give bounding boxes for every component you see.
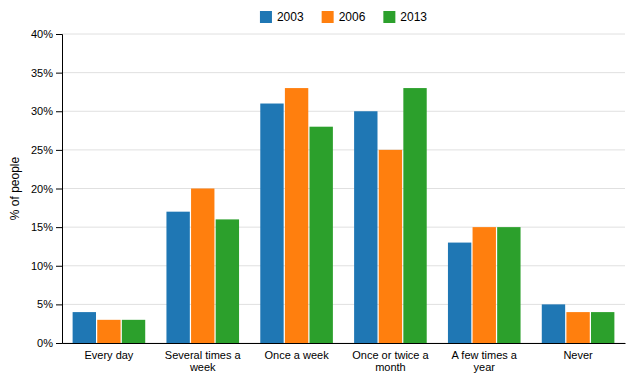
x-tick: Every day xyxy=(84,349,133,361)
legend-swatch xyxy=(260,11,272,23)
y-tick: 30% xyxy=(31,105,62,117)
bar xyxy=(566,312,589,343)
y-tick-mark xyxy=(56,111,62,112)
y-tick-mark xyxy=(56,343,62,344)
legend-item: 2013 xyxy=(383,10,427,24)
y-tick-label: 35% xyxy=(31,67,53,79)
y-tick: 10% xyxy=(31,260,62,272)
grid-line xyxy=(62,304,625,305)
x-axis-line xyxy=(63,343,626,344)
x-tick-label: Every day xyxy=(84,349,133,361)
bar xyxy=(354,111,377,343)
grid-line xyxy=(62,265,625,266)
x-tick-label: Once a week xyxy=(264,349,329,361)
bar xyxy=(497,227,520,343)
bar xyxy=(191,189,214,344)
y-tick-mark xyxy=(56,150,62,151)
y-tick: 20% xyxy=(31,183,62,195)
x-tick: Several times aweek xyxy=(165,349,242,374)
legend-swatch xyxy=(322,11,334,23)
y-tick: 40% xyxy=(31,28,62,40)
bar xyxy=(310,127,333,343)
y-tick-mark xyxy=(56,304,62,305)
y-axis-line xyxy=(56,35,63,344)
bar xyxy=(260,104,283,343)
y-tick: 35% xyxy=(31,67,62,79)
chart: 0% 5% 10% 15% 20% 25% 30% 35% 40% Every day Severa… xyxy=(0,0,640,391)
grid-line xyxy=(62,343,625,344)
y-axis: 0% 5% 10% 15% 20% 25% 30% 35% 40% xyxy=(31,28,63,349)
bar-series xyxy=(122,88,615,343)
bar xyxy=(97,320,120,343)
bar xyxy=(379,150,402,343)
y-tick-mark xyxy=(56,266,62,267)
legend-item: 2003 xyxy=(260,10,304,24)
y-tick: 5% xyxy=(37,298,62,310)
bar xyxy=(542,304,565,343)
bar xyxy=(122,320,145,343)
x-axis: Every day Several times aweek Once a week O… xyxy=(63,344,626,374)
bar xyxy=(285,88,308,343)
bar xyxy=(216,219,239,343)
bar-series xyxy=(97,88,590,343)
bars xyxy=(73,88,615,343)
bar xyxy=(166,212,189,343)
y-tick: 15% xyxy=(31,221,62,233)
x-tick: Once or twice amonth xyxy=(352,349,429,374)
x-tick-label: Once or twice amonth xyxy=(352,349,429,374)
y-tick-mark xyxy=(56,34,62,35)
legend-label: 2003 xyxy=(277,10,304,24)
grid-line xyxy=(62,227,625,228)
x-tick: A few times ayear xyxy=(452,349,518,374)
y-tick-label: 5% xyxy=(37,298,53,310)
x-tick: Never xyxy=(563,349,593,361)
x-tick-label: A few times ayear xyxy=(452,349,518,374)
y-tick-label: 30% xyxy=(31,105,53,117)
grid xyxy=(62,34,625,343)
legend-label: 2006 xyxy=(339,10,366,24)
y-tick-label: 40% xyxy=(31,28,53,40)
y-tick-mark xyxy=(56,227,62,228)
legend: 2003 2006 2013 xyxy=(260,10,427,24)
y-tick-label: 0% xyxy=(37,337,53,349)
grid-line xyxy=(62,34,625,35)
bar xyxy=(448,243,471,343)
x-tick-label: Several times aweek xyxy=(165,349,242,374)
bar-series xyxy=(73,104,566,343)
legend-item: 2006 xyxy=(322,10,366,24)
y-tick-mark xyxy=(56,73,62,74)
y-tick-mark xyxy=(56,189,62,190)
x-tick-label: Never xyxy=(563,349,593,361)
legend-swatch xyxy=(383,11,395,23)
y-tick-label: 15% xyxy=(31,221,53,233)
bar xyxy=(473,227,496,343)
y-tick-label: 20% xyxy=(31,183,53,195)
legend-label: 2013 xyxy=(400,10,427,24)
grid-line xyxy=(62,188,625,189)
bar xyxy=(403,88,426,343)
y-tick: 25% xyxy=(31,144,62,156)
bar xyxy=(591,312,614,343)
grid-line xyxy=(62,111,625,112)
y-tick: 0% xyxy=(37,337,62,349)
y-tick-label: 10% xyxy=(31,260,53,272)
y-tick-label: 25% xyxy=(31,144,53,156)
grid-line xyxy=(62,72,625,73)
bar xyxy=(73,312,96,343)
y-axis-title: % of people xyxy=(8,156,22,220)
plot: 0% 5% 10% 15% 20% 25% 30% 35% 40% Every day Severa… xyxy=(31,28,626,373)
x-tick: Once a week xyxy=(264,349,329,361)
grid-line xyxy=(62,149,625,150)
